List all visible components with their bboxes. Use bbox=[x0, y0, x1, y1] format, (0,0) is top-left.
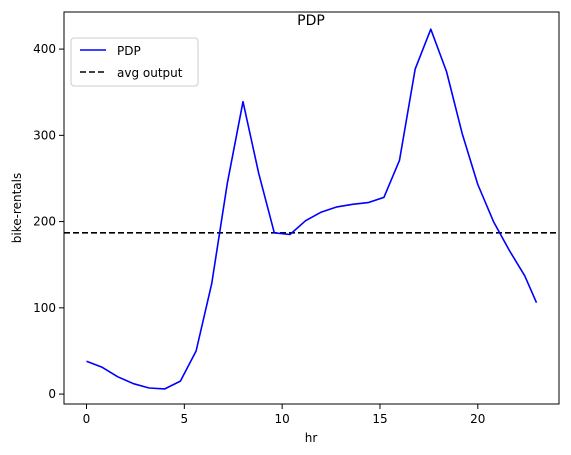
x-axis: 0 5 10 15 20 bbox=[83, 404, 486, 426]
y-tick-label: 300 bbox=[33, 128, 56, 142]
y-axis-label: bike-rentals bbox=[10, 173, 24, 244]
legend: PDP avg output bbox=[71, 38, 198, 86]
chart-title: PDP bbox=[297, 13, 325, 29]
x-tick-label: 5 bbox=[181, 412, 189, 426]
y-tick-label: 200 bbox=[33, 215, 56, 229]
y-tick-label: 400 bbox=[33, 42, 56, 56]
y-tick-label: 0 bbox=[48, 387, 56, 401]
x-tick-label: 20 bbox=[470, 412, 485, 426]
y-axis: 0 100 200 300 400 bbox=[33, 42, 64, 401]
legend-label-avg-output: avg output bbox=[117, 66, 183, 80]
x-axis-label: hr bbox=[305, 431, 318, 445]
x-tick-label: 0 bbox=[83, 412, 91, 426]
x-tick-label: 10 bbox=[275, 412, 290, 426]
x-tick-label: 15 bbox=[372, 412, 387, 426]
legend-label-pdp: PDP bbox=[117, 44, 141, 58]
y-tick-label: 100 bbox=[33, 301, 56, 315]
